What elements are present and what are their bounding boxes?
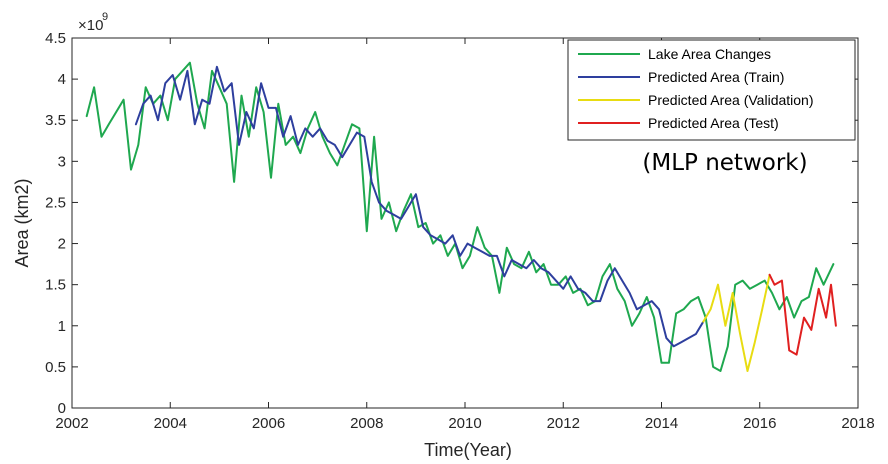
- series-line-3: [702, 273, 771, 372]
- x-tick-label: 2016: [743, 415, 776, 432]
- axis-exponent: ×10 9: [78, 11, 108, 34]
- legend-label-1: Lake Area Changes: [648, 46, 771, 62]
- legend-label-4: Predicted Area (Test): [648, 115, 779, 131]
- x-tick-label: 2014: [645, 415, 678, 432]
- y-tick-label: 0.5: [45, 359, 66, 376]
- exponent-power: 9: [102, 11, 108, 23]
- y-tick-label: 1: [58, 318, 66, 335]
- x-tick-label: 2018: [841, 415, 874, 432]
- x-tick-label: 2006: [252, 415, 285, 432]
- y-tick-label: 3: [58, 153, 66, 170]
- series-layer: [85, 61, 837, 372]
- exponent-base: ×10: [78, 17, 103, 34]
- legend: Lake Area Changes Predicted Area (Train) P…: [567, 39, 856, 141]
- legend-label-3: Predicted Area (Validation): [648, 92, 814, 108]
- y-tick-label: 3.5: [45, 112, 66, 129]
- y-tick-label: 1.5: [45, 277, 66, 294]
- x-tick-label: 2012: [547, 415, 580, 432]
- series-line-4: [768, 273, 837, 356]
- x-axis-label: Time(Year): [424, 440, 512, 460]
- y-tick-label: 2: [58, 236, 66, 253]
- series-line-1: [85, 61, 835, 372]
- y-tick-label: 2.5: [45, 194, 66, 211]
- y-axis-ticks: 0 0.5 1 1.5 2 2.5 3 3.5 4 4.5: [45, 30, 858, 417]
- y-tick-label: 4: [58, 71, 66, 88]
- legend-items: Lake Area Changes Predicted Area (Train) P…: [578, 46, 814, 131]
- chart-annotation: (MLP network): [642, 150, 807, 176]
- x-tick-label: 2010: [448, 415, 481, 432]
- x-tick-label: 2002: [55, 415, 88, 432]
- series-line-2: [134, 65, 705, 348]
- legend-label-2: Predicted Area (Train): [648, 69, 784, 85]
- y-axis-label: Area (km2): [12, 178, 32, 267]
- y-tick-label: 0: [58, 400, 66, 417]
- x-tick-label: 2008: [350, 415, 383, 432]
- x-axis-ticks: 2002 2004 2006 2008 2010 2012 2014 2016 2018: [55, 38, 875, 432]
- x-tick-label: 2004: [154, 415, 187, 432]
- y-tick-label: 4.5: [45, 30, 66, 47]
